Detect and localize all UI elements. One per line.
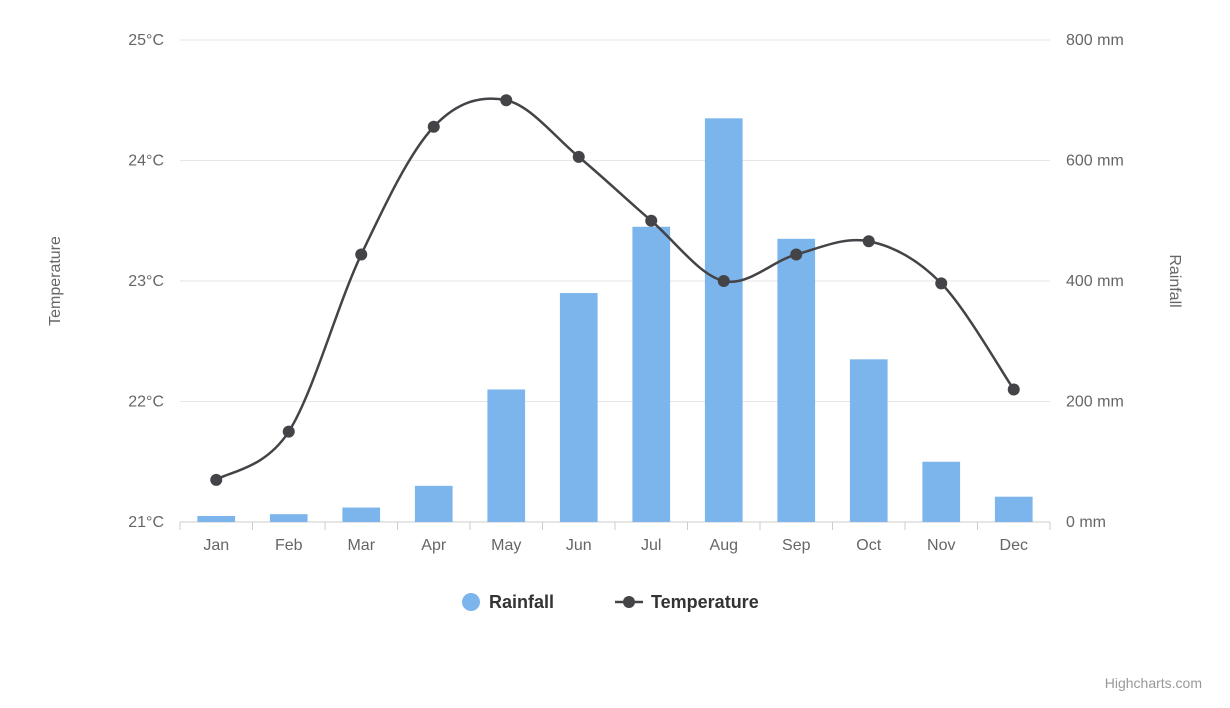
rainfall-bar[interactable] <box>922 462 960 522</box>
temperature-marker[interactable] <box>645 215 657 227</box>
y-right-tick-label: 600 mm <box>1066 153 1124 170</box>
legend-rainfall-swatch <box>462 593 480 611</box>
legend-rainfall-label: Rainfall <box>489 592 554 612</box>
rainfall-bar[interactable] <box>995 497 1033 522</box>
legend-item-rainfall[interactable]: Rainfall <box>462 592 554 612</box>
x-tick-label: Dec <box>1000 537 1028 554</box>
rainfall-bar[interactable] <box>632 227 670 522</box>
y-right-tick-label: 400 mm <box>1066 273 1124 290</box>
temperature-marker[interactable] <box>500 94 512 106</box>
temperature-marker[interactable] <box>355 248 367 260</box>
rainfall-bar[interactable] <box>270 514 308 522</box>
y-right-tick-label: 0 mm <box>1066 514 1106 531</box>
x-tick-label: Jul <box>641 537 661 554</box>
temperature-marker[interactable] <box>283 426 295 438</box>
x-tick-label: Jun <box>566 537 592 554</box>
temperature-marker[interactable] <box>1008 383 1020 395</box>
rainfall-bar[interactable] <box>850 359 888 522</box>
legend-temperature-dot <box>623 596 635 608</box>
y-left-axis-title: Temperature <box>47 236 64 326</box>
y-left-tick-label: 22°C <box>128 394 164 411</box>
x-tick-label: Mar <box>347 537 375 554</box>
rainfall-bar[interactable] <box>560 293 598 522</box>
x-tick-label: Apr <box>421 537 447 554</box>
temperature-marker[interactable] <box>935 277 947 289</box>
temperature-marker[interactable] <box>428 121 440 133</box>
x-tick-label: Aug <box>710 537 738 554</box>
y-left-tick-label: 24°C <box>128 153 164 170</box>
y-left-tick-label: 23°C <box>128 273 164 290</box>
temperature-marker[interactable] <box>718 275 730 287</box>
y-left-tick-label: 25°C <box>128 32 164 49</box>
x-tick-label: Sep <box>782 537 811 554</box>
x-tick-label: Jan <box>203 537 229 554</box>
temperature-marker[interactable] <box>790 248 802 260</box>
chart-svg: 21°C 0 mm 22°C 200 mm 23°C 400 mm 24°C 600 mm 25… <box>0 0 1230 708</box>
rainfall-bar[interactable] <box>777 239 815 522</box>
rainfall-bar[interactable] <box>415 486 453 522</box>
temperature-marker[interactable] <box>210 474 222 486</box>
y-right-tick-label: 800 mm <box>1066 32 1124 49</box>
y-right-tick-label: 200 mm <box>1066 394 1124 411</box>
rainfall-bar[interactable] <box>197 516 235 522</box>
rainfall-bar[interactable] <box>487 389 525 522</box>
y-right-axis-title: Rainfall <box>1166 254 1183 307</box>
legend-temperature-label: Temperature <box>651 592 759 612</box>
rainfall-bar[interactable] <box>342 508 380 522</box>
rainfall-bar[interactable] <box>705 118 743 522</box>
chart-container: 21°C 0 mm 22°C 200 mm 23°C 400 mm 24°C 600 mm 25… <box>0 0 1230 708</box>
x-tick-label: May <box>491 537 521 554</box>
x-tick-label: Oct <box>856 537 881 554</box>
y-left-tick-label: 21°C <box>128 514 164 531</box>
x-tick-label: Feb <box>275 537 303 554</box>
temperature-marker[interactable] <box>863 235 875 247</box>
x-tick-label: Nov <box>927 537 955 554</box>
temperature-marker[interactable] <box>573 151 585 163</box>
credits-link[interactable]: Highcharts.com <box>1105 675 1202 691</box>
